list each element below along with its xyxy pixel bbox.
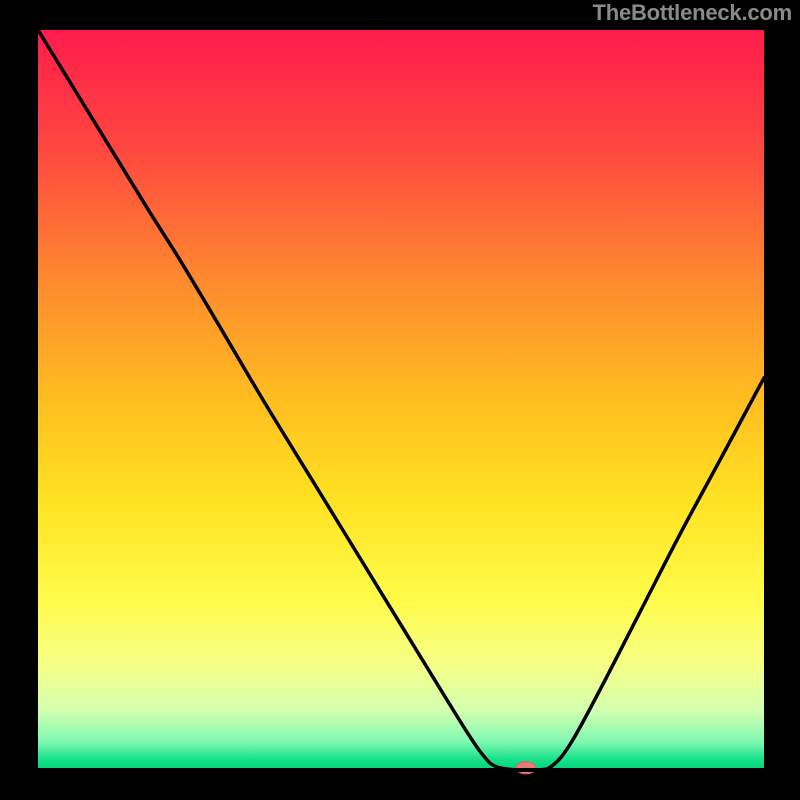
bottleneck-chart [0, 0, 800, 800]
chart-stage: TheBottleneck.com [0, 0, 800, 800]
gradient-background [38, 30, 764, 770]
watermark-text: TheBottleneck.com [592, 0, 792, 26]
